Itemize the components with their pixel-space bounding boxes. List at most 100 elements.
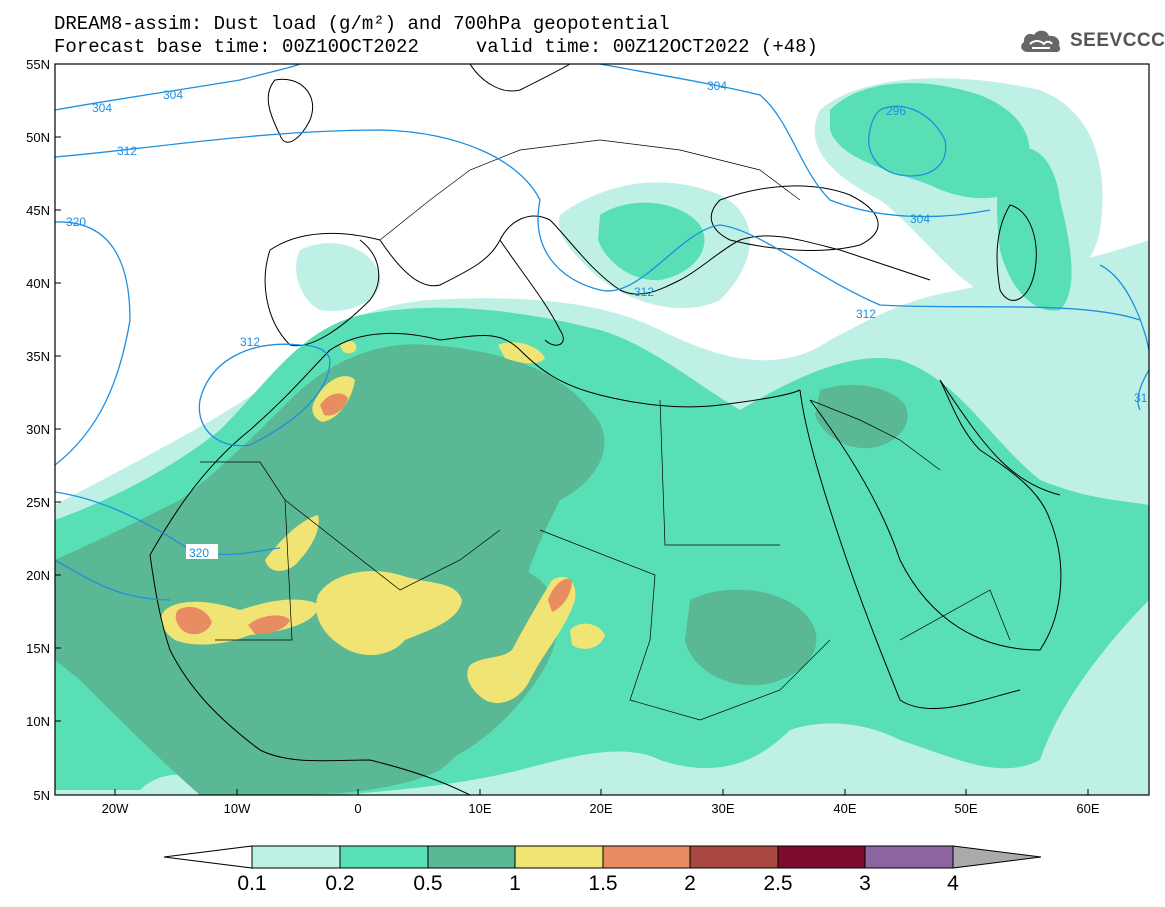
border-niger-chad — [539, 529, 656, 641]
coast-persian-gulf — [939, 379, 1061, 496]
seevccc-logo: SEEVCCC — [1018, 24, 1165, 58]
contour-296 — [868, 105, 947, 177]
border-saudi-yemen — [899, 589, 1011, 641]
colorbar-swatch — [339, 845, 429, 869]
border-sudan — [629, 639, 831, 721]
dust-region-yellow-tunisia — [498, 342, 545, 364]
map-title: DREAM8-assim: Dust load (g/m²) and 700hP… — [54, 13, 670, 35]
colorbar-swatch — [777, 845, 866, 869]
contour-320 — [55, 221, 131, 466]
border-arabia-iraq — [809, 399, 941, 471]
dust-region-orange-mali — [248, 615, 290, 635]
coast-africa-north — [149, 333, 801, 556]
colorbar-label: 0.1 — [237, 872, 267, 895]
dust-fields — [55, 78, 1149, 795]
coast-scandinavia — [469, 64, 571, 92]
dust-region-yellow-mauritania — [265, 515, 319, 572]
colorbar-label: 0.2 — [325, 872, 355, 895]
contour-31-edge — [1137, 369, 1149, 411]
colorbar-label: 1.5 — [588, 872, 618, 895]
colorbar-label: 0.5 — [413, 872, 443, 895]
lat-label: 15N — [26, 641, 50, 656]
lat-label: 10N — [26, 714, 50, 729]
contour-labels: 304 304 312 320 312 320 304 296 304 312 … — [66, 79, 1148, 560]
dust-region-dark-sudan — [685, 589, 817, 686]
coast-italy — [499, 239, 564, 346]
coastlines — [149, 64, 1062, 795]
borders — [200, 139, 1011, 721]
dust-region-orange-chad — [548, 578, 572, 612]
dust-region-medium-balkans — [598, 202, 705, 281]
colorbar-right-arrow — [952, 845, 1042, 869]
contour-label: 320 — [66, 215, 86, 229]
dust-region-medium-caspian — [997, 147, 1072, 311]
dust-region-orange-morocco — [320, 393, 348, 416]
colorbar-label: 2.5 — [763, 872, 793, 895]
lon-label: 60E — [1076, 801, 1099, 816]
logo-text: SEEVCCC — [1070, 30, 1165, 51]
lat-label: 55N — [26, 57, 50, 72]
map-subtitle: Forecast base time: 00Z10OCT2022 valid t… — [54, 36, 818, 58]
lon-label: 20W — [102, 801, 129, 816]
axis-ticks — [55, 63, 1089, 795]
contour-label: 304 — [910, 212, 930, 226]
lat-label: 30N — [26, 422, 50, 437]
contour-304-west — [55, 64, 301, 111]
colorbar-label: 2 — [684, 872, 696, 895]
lat-label: 5N — [33, 788, 50, 803]
lon-label: 50E — [954, 801, 977, 816]
coast-iberia — [264, 239, 380, 347]
dust-region-yellow-algeria — [340, 340, 357, 354]
lon-label: 0 — [354, 801, 361, 816]
latitude-labels: 55N 50N 45N 40N 35N 30N 25N 20N 15N 10N … — [26, 57, 50, 803]
contour-label: 304 — [92, 101, 112, 115]
colorbar — [163, 845, 1042, 869]
border-europe-east — [519, 139, 801, 201]
contour-label: 312 — [117, 144, 137, 158]
contour-312-west — [55, 129, 1141, 321]
colorbar-swatch — [251, 845, 341, 869]
dust-region-orange-senegal — [175, 606, 212, 635]
colorbar-swatch — [427, 845, 516, 869]
geopotential-contours — [55, 64, 1149, 601]
border-libya-egypt — [659, 399, 780, 546]
lon-label: 20E — [589, 801, 612, 816]
colorbar-swatch — [864, 845, 954, 869]
contour-label: 304 — [707, 79, 727, 93]
lat-label: 50N — [26, 130, 50, 145]
lon-label: 30E — [711, 801, 734, 816]
lat-label: 25N — [26, 495, 50, 510]
colorbar-swatch — [689, 845, 779, 869]
coast-britain — [267, 78, 313, 143]
contour-label: 312 — [634, 285, 654, 299]
contour-label: 31 — [1134, 391, 1148, 405]
lat-label: 35N — [26, 349, 50, 364]
colorbar-swatch — [602, 845, 691, 869]
lon-label: 40E — [833, 801, 856, 816]
lat-label: 45N — [26, 203, 50, 218]
dust-region-yellow-mali — [316, 571, 462, 656]
coast-europe — [269, 215, 931, 295]
contour-label: 320 — [189, 546, 209, 560]
cloud-icon — [1021, 30, 1061, 53]
coast-africa-west — [149, 554, 471, 795]
colorbar-swatch — [514, 845, 604, 869]
colorbar-label: 3 — [859, 872, 871, 895]
coast-blacksea — [710, 185, 879, 251]
contour-label: 304 — [163, 88, 183, 102]
lat-label: 20N — [26, 568, 50, 583]
colorbar-label: 4 — [947, 872, 959, 895]
lon-label: 10E — [468, 801, 491, 816]
colorbar-label: 1 — [509, 872, 521, 895]
dust-region-yellow-chad — [467, 576, 576, 704]
coast-caspian — [996, 204, 1037, 301]
contour-label: 296 — [886, 104, 906, 118]
contour-304-east — [599, 64, 991, 218]
contour-312-morocco — [198, 343, 331, 447]
longitude-labels: 20W 10W 0 10E 20E 30E 40E 50E 60E — [102, 801, 1100, 816]
lat-label: 40N — [26, 276, 50, 291]
border-algeria-mali — [284, 499, 501, 591]
contour-label: 312 — [856, 307, 876, 321]
dust-region-light-iberia — [296, 243, 381, 311]
